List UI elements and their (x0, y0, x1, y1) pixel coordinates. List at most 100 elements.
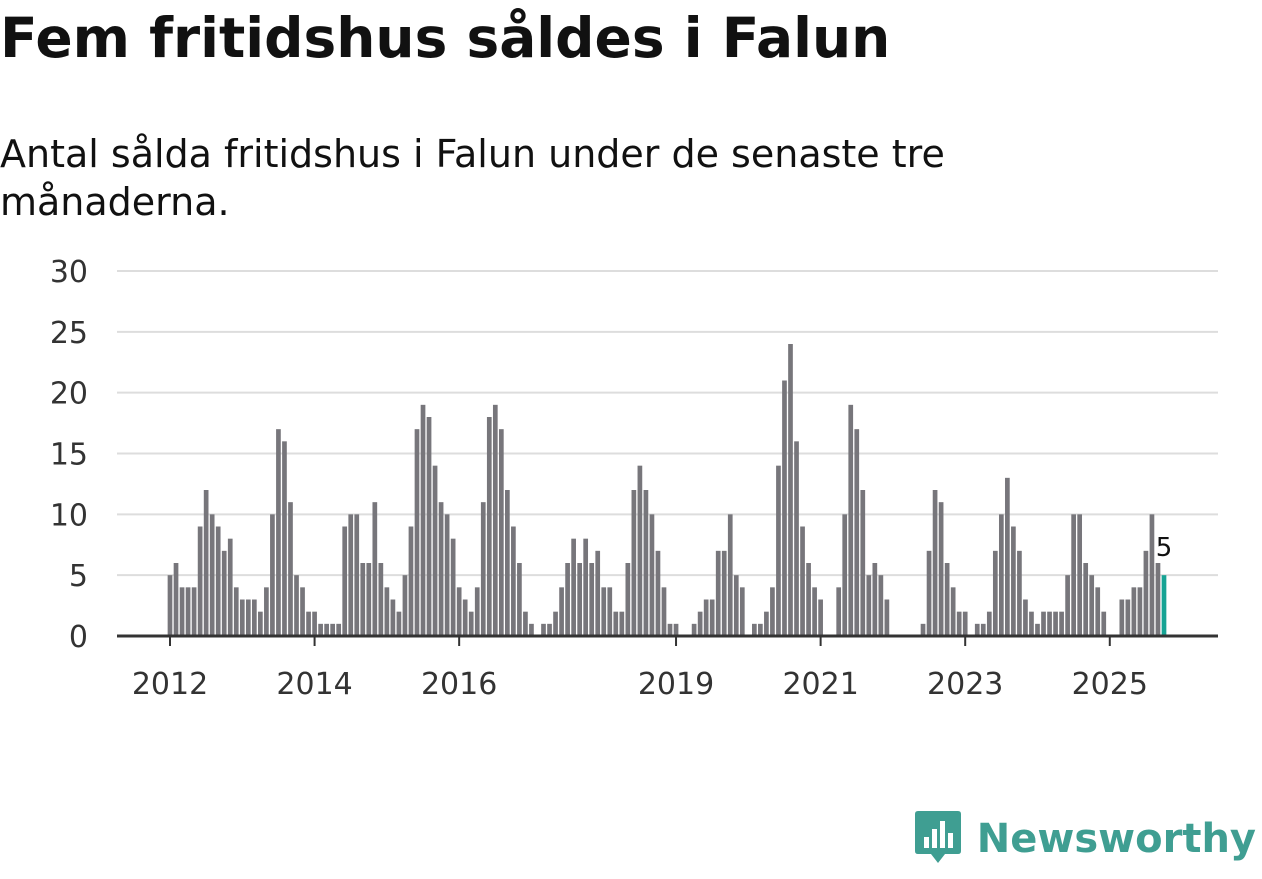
annotation: 5 (1153, 530, 1176, 566)
bar (848, 404, 854, 636)
bar (625, 563, 631, 636)
bar (209, 514, 215, 636)
x-tick-label: 2021 (782, 667, 858, 702)
bar (1065, 575, 1070, 636)
bar (583, 538, 589, 636)
bar (565, 563, 570, 636)
bar (932, 490, 938, 636)
x-tick-label: 2023 (927, 667, 1003, 702)
bar (794, 441, 799, 636)
bar (631, 490, 637, 636)
bar (1011, 526, 1016, 636)
bar (926, 550, 932, 636)
bar (974, 623, 980, 636)
y-axis-labels: 0 5 10 15 20 25 30 (50, 255, 88, 655)
bar (1101, 611, 1107, 636)
bar (294, 575, 299, 636)
bar (884, 599, 890, 636)
bar (486, 417, 492, 636)
bar (342, 526, 348, 636)
bar (239, 599, 245, 636)
bar (1131, 587, 1137, 636)
bar (366, 563, 372, 636)
bar (1083, 563, 1089, 636)
bar (715, 550, 721, 636)
bar (354, 514, 360, 636)
bar (450, 538, 456, 636)
bar (547, 623, 552, 636)
bar (468, 611, 474, 636)
bar (1089, 575, 1095, 636)
x-axis-labels: 2012 2014 2016 2019 2021 2023 2025 (132, 667, 1148, 702)
bar (318, 623, 323, 636)
bar (667, 623, 673, 636)
bar (806, 563, 811, 636)
x-tick-label: 2025 (1072, 667, 1148, 702)
bar (878, 575, 884, 636)
bar (643, 490, 649, 636)
x-tick-label: 2014 (276, 667, 352, 702)
bar (167, 575, 173, 636)
y-tick-label: 0 (69, 620, 88, 655)
bar (324, 623, 329, 636)
bar (300, 587, 305, 636)
chart-title: Fem fritidshus såldes i Falun (0, 6, 891, 70)
bar (866, 575, 872, 636)
bar (800, 526, 805, 636)
bar (215, 526, 221, 636)
bar (607, 587, 613, 636)
bar (1119, 599, 1125, 636)
bar (523, 611, 528, 636)
bar (980, 623, 986, 636)
bar (727, 514, 733, 636)
x-tick-label: 2012 (132, 667, 208, 702)
bar (649, 514, 655, 636)
bar (414, 429, 420, 636)
bar (444, 514, 450, 636)
bar (264, 587, 269, 636)
bar (312, 611, 317, 636)
bar (396, 611, 402, 636)
bar (390, 599, 396, 636)
bar (788, 344, 793, 636)
bar (944, 563, 950, 636)
bar (818, 599, 823, 636)
bar (270, 514, 275, 636)
bar (637, 465, 643, 636)
bar (1005, 477, 1010, 636)
bar (812, 587, 817, 636)
bar (1095, 587, 1101, 636)
bar (227, 538, 233, 636)
bar (438, 502, 444, 636)
bar (179, 587, 185, 636)
bar-highlight (1161, 575, 1167, 636)
newsworthy-logo: Newsworthy (913, 809, 1256, 869)
bar (348, 514, 354, 636)
y-tick-label: 5 (69, 559, 88, 594)
bar (752, 623, 757, 636)
y-tick-label: 15 (50, 438, 88, 473)
y-tick-label: 30 (50, 255, 88, 290)
bar (950, 587, 956, 636)
bar (408, 526, 414, 636)
bar (782, 380, 787, 636)
bar (697, 611, 703, 636)
bar (258, 611, 263, 636)
bar (402, 575, 408, 636)
bar (673, 623, 679, 636)
x-tick-label: 2019 (638, 667, 714, 702)
bar (288, 502, 293, 636)
bar (733, 575, 739, 636)
bar (655, 550, 661, 636)
bar (1035, 623, 1040, 636)
bar (1125, 599, 1131, 636)
bar (336, 623, 342, 636)
bar (1041, 611, 1046, 636)
bar (595, 550, 601, 636)
bar (1077, 514, 1083, 636)
bar (739, 587, 745, 636)
bar (276, 429, 281, 636)
bar (619, 611, 625, 636)
bar (498, 429, 504, 636)
y-tick-label: 20 (50, 377, 88, 412)
